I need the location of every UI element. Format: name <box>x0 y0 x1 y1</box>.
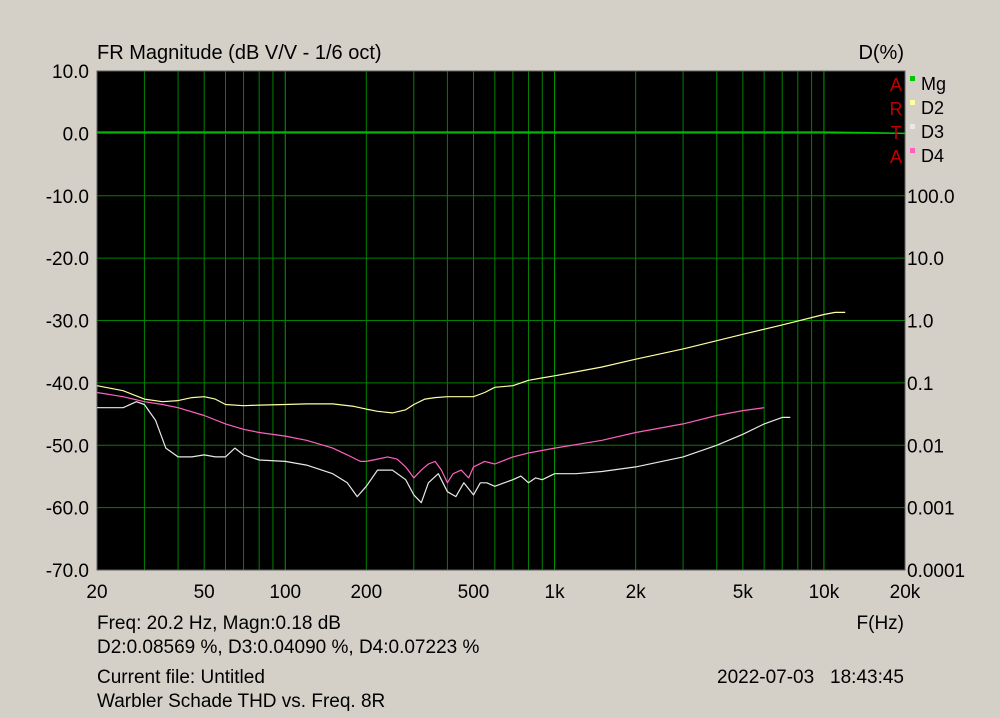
arta-logo-letter: T <box>891 123 902 143</box>
x-axis-label: F(Hz) <box>856 613 904 634</box>
arta-logo-letter: R <box>890 99 903 119</box>
x-tick-label: 20 <box>86 582 107 603</box>
arta-logo-letter: A <box>890 147 902 167</box>
y2-tick-label: 0.0001 <box>907 561 965 582</box>
legend-swatch-d2 <box>910 100 915 105</box>
y2-tick-label: 0.001 <box>907 499 955 520</box>
legend-label-d3: D3 <box>921 122 944 142</box>
timestamp: 2022-07-03 18:43:45 <box>717 667 904 688</box>
legend-label-d4: D4 <box>921 146 944 166</box>
y-tick-label: 0.0 <box>63 124 89 145</box>
chart-title: FR Magnitude (dB V/V - 1/6 oct) <box>97 42 382 64</box>
x-tick-label: 20k <box>890 582 921 603</box>
legend-swatch-d4 <box>910 148 915 153</box>
x-tick-label: 100 <box>269 582 301 603</box>
right-axis-title: D(%) <box>858 42 904 64</box>
y-tick-label: 10.0 <box>52 62 89 83</box>
legend-label-d2: D2 <box>921 98 944 118</box>
y-tick-label: -70.0 <box>46 561 89 582</box>
cursor-readout-freq: Freq: 20.2 Hz, Magn:0.18 dB <box>97 613 341 634</box>
y-tick-label: -60.0 <box>46 499 89 520</box>
current-file: Current file: Untitled <box>97 667 265 688</box>
y2-tick-label: 0.1 <box>907 374 933 395</box>
y2-tick-label: 0.01 <box>907 436 944 457</box>
y-tick-label: -10.0 <box>46 187 89 208</box>
plot-frame <box>96 70 906 571</box>
y2-tick-label: 1.0 <box>907 312 933 333</box>
x-tick-label: 10k <box>809 582 840 603</box>
x-tick-label: 50 <box>194 582 215 603</box>
x-tick-label: 2k <box>626 582 647 603</box>
x-tick-label: 200 <box>350 582 382 603</box>
series-line-d4 <box>96 391 765 484</box>
cursor-readout-distortion: D2:0.08569 %, D3:0.04090 %, D4:0.07223 % <box>97 637 480 658</box>
legend-swatch-d3 <box>910 124 915 129</box>
legend-swatch-mg <box>910 76 915 81</box>
y-tick-label: -20.0 <box>46 249 89 270</box>
measurement-description: Warbler Schade THD vs. Freq. 8R <box>97 691 386 712</box>
x-tick-label: 1k <box>545 582 566 603</box>
series-line-d3 <box>97 401 791 504</box>
y-tick-label: -30.0 <box>46 312 89 333</box>
y-tick-label: -40.0 <box>46 374 89 395</box>
y2-tick-label: 10.0 <box>907 249 944 270</box>
legend-label-mg: Mg <box>921 74 946 94</box>
arta-logo-letter: A <box>890 75 902 95</box>
y2-tick-label: 100.0 <box>907 187 955 208</box>
series-line-d2 <box>96 311 846 414</box>
y-tick-label: -50.0 <box>46 436 89 457</box>
x-tick-label: 5k <box>733 582 754 603</box>
x-tick-label: 500 <box>458 582 490 603</box>
series-line-mg <box>97 131 906 135</box>
